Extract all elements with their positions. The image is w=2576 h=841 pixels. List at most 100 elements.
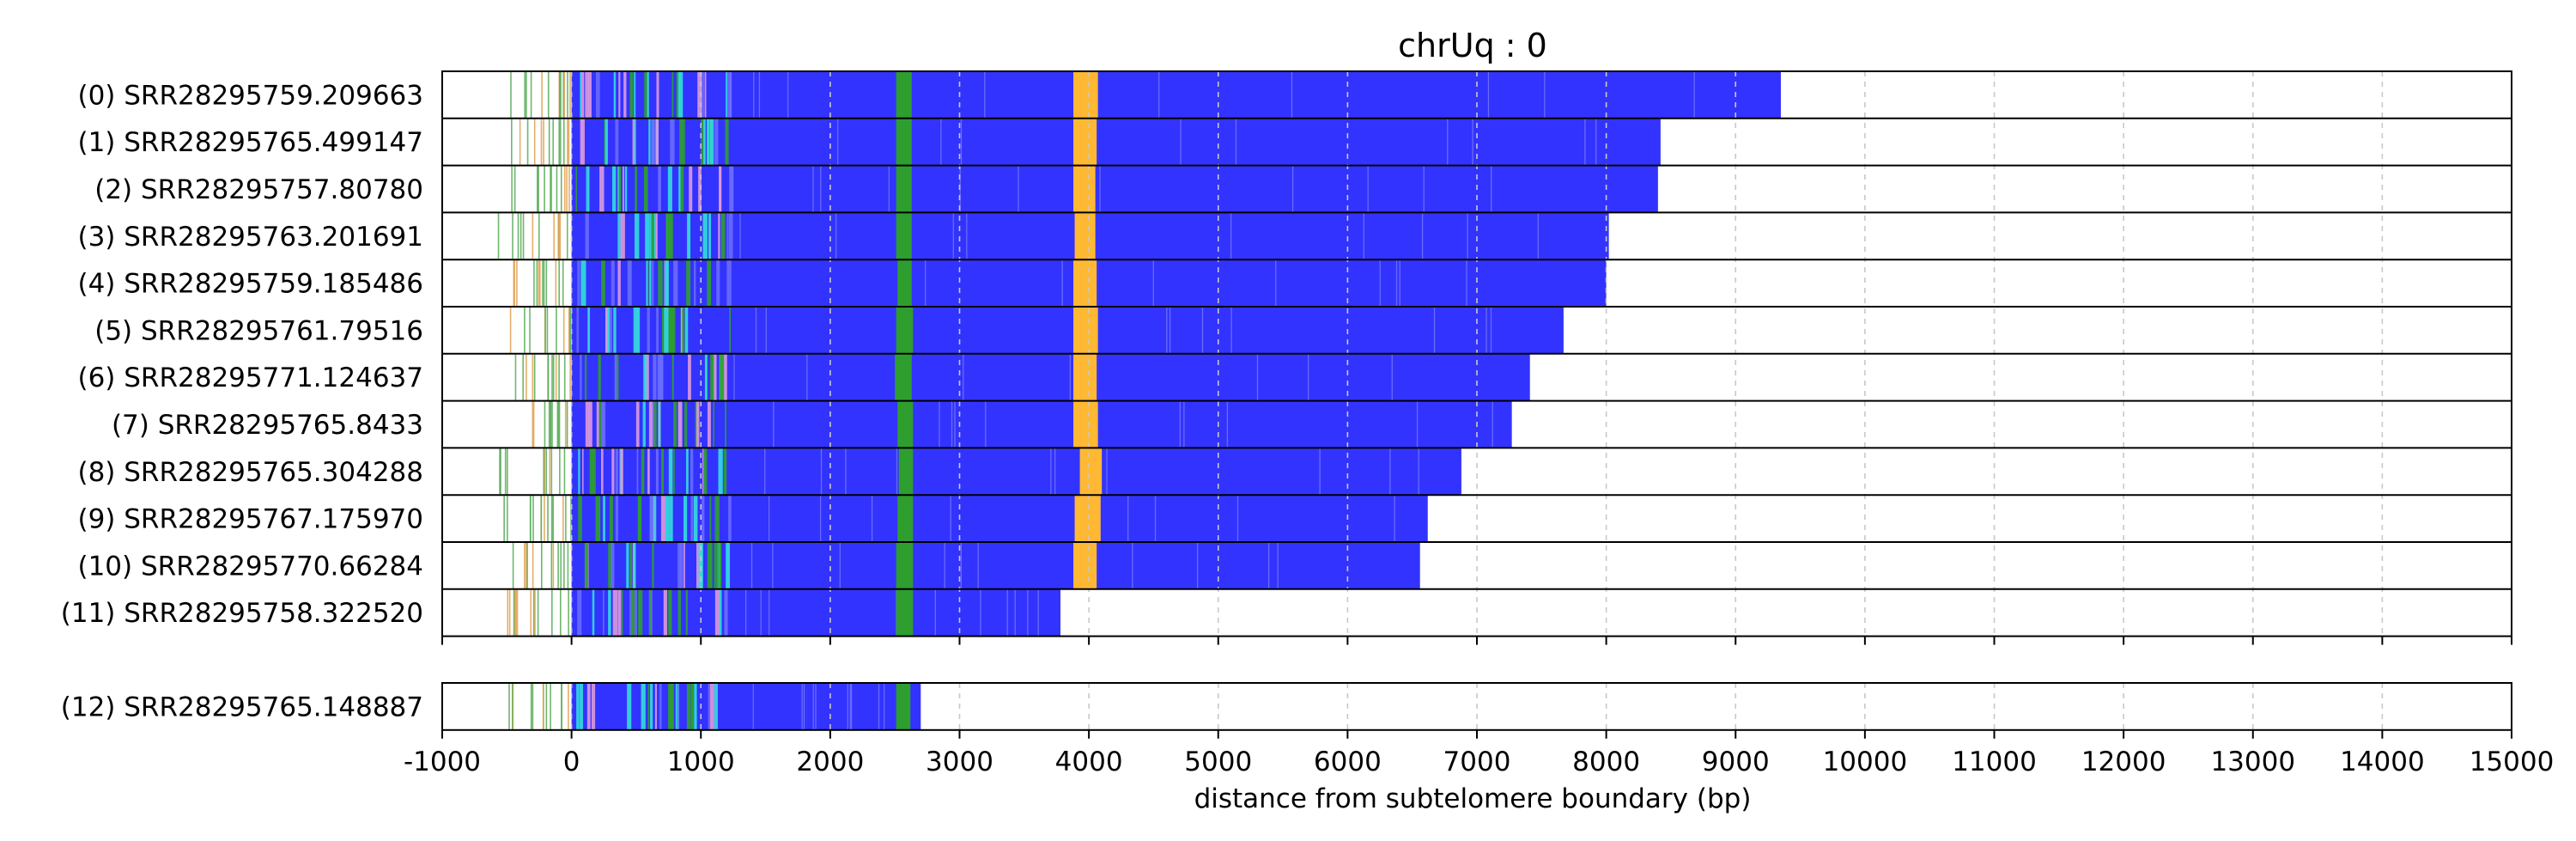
read-tick xyxy=(529,496,532,541)
read-bar xyxy=(571,71,1781,119)
orange-block xyxy=(1073,353,1097,401)
read-tick xyxy=(538,213,540,259)
read-tick xyxy=(551,401,553,448)
x-tick-label: 5000 xyxy=(1184,747,1252,777)
read-stripe xyxy=(680,307,685,354)
read-stripe xyxy=(1544,71,1546,119)
read-stripe xyxy=(673,400,677,448)
read-stripe xyxy=(1391,353,1393,401)
read-stripe xyxy=(605,307,608,354)
read-stripe xyxy=(925,259,927,307)
read-stripe xyxy=(951,400,953,448)
read-tick xyxy=(529,308,531,353)
read-stripe xyxy=(647,307,650,354)
read-stripe xyxy=(773,400,775,448)
read-stripe xyxy=(752,683,754,730)
read-stripe xyxy=(726,542,731,589)
read-stripe xyxy=(659,400,660,448)
read-stripe xyxy=(658,165,661,213)
read-stripe xyxy=(634,588,637,637)
read-stripe xyxy=(659,353,664,401)
read-stripe xyxy=(629,71,634,119)
read-stripe xyxy=(577,259,580,307)
green-block xyxy=(898,448,914,496)
read-stripe xyxy=(673,259,678,307)
read-stripe xyxy=(960,118,963,166)
read-stripe xyxy=(709,683,714,730)
read-tick xyxy=(522,354,524,400)
read-tick xyxy=(525,543,527,588)
read-stripe xyxy=(849,683,851,730)
read-stripe xyxy=(608,542,613,589)
read-stripe xyxy=(580,353,582,401)
read-stripe xyxy=(683,542,685,589)
read-stripe xyxy=(643,165,648,213)
read-stripe xyxy=(819,495,822,542)
read-stripe xyxy=(878,683,880,730)
read-tick xyxy=(560,72,562,118)
read-label: (4) SRR28295759.185486 xyxy=(77,269,423,300)
read-track xyxy=(499,448,1461,496)
read-tick xyxy=(530,684,532,729)
read-tick xyxy=(526,543,528,588)
read-tick xyxy=(562,496,564,541)
read-stripe xyxy=(716,259,720,307)
read-stripe xyxy=(820,165,822,213)
read-stripe xyxy=(1152,259,1154,307)
read-stripe xyxy=(1061,259,1063,307)
green-block xyxy=(896,165,912,213)
read-tick xyxy=(519,119,521,165)
read-tick xyxy=(560,589,562,636)
read-tick xyxy=(569,72,571,118)
read-stripe xyxy=(665,495,670,542)
read-stripe xyxy=(680,165,684,213)
read-label: (10) SRR28295770.66284 xyxy=(77,551,423,582)
read-stripe xyxy=(671,71,674,119)
read-stripe xyxy=(812,165,814,213)
read-stripe xyxy=(725,118,729,166)
read-stripe xyxy=(850,683,853,730)
read-stripe xyxy=(672,448,675,496)
read-stripe xyxy=(585,400,590,448)
read-tick xyxy=(545,260,548,306)
read-tick xyxy=(533,354,536,400)
read-stripe xyxy=(586,165,590,213)
read-stripe xyxy=(1054,448,1056,496)
read-stripe xyxy=(1379,259,1381,307)
read-stripe xyxy=(579,683,584,730)
read-stripe xyxy=(660,495,665,542)
read-stripe xyxy=(1230,307,1232,354)
read-tick xyxy=(513,166,516,212)
read-stripe xyxy=(617,588,622,637)
read-tick xyxy=(560,543,562,588)
read-stripe xyxy=(1196,542,1199,589)
read-tick xyxy=(508,589,511,636)
read-stripe xyxy=(689,165,693,213)
read-stripe xyxy=(1491,165,1492,213)
read-stripe xyxy=(608,588,611,637)
read-stripe xyxy=(655,448,659,496)
read-stripe xyxy=(934,588,936,637)
read-label: (3) SRR28295763.201691 xyxy=(77,222,423,253)
read-stripe xyxy=(679,542,683,589)
read-stripe xyxy=(701,118,705,166)
read-tick xyxy=(534,589,536,636)
read-tick xyxy=(545,684,548,729)
read-stripe xyxy=(725,400,726,448)
read-stripe xyxy=(596,400,599,448)
read-stripe xyxy=(684,400,688,448)
green-block xyxy=(897,400,914,448)
read-tick xyxy=(547,354,550,400)
read-track xyxy=(511,165,1658,213)
read-tick xyxy=(538,260,540,306)
read-stripe xyxy=(1416,400,1419,448)
read-track xyxy=(503,495,1428,542)
read-stripe xyxy=(710,353,714,401)
read-stripe xyxy=(648,118,651,166)
read-stripe xyxy=(605,118,608,166)
x-tick-label: 2000 xyxy=(796,747,864,777)
read-tick xyxy=(519,213,522,259)
read-stripe xyxy=(1267,542,1270,589)
read-tick xyxy=(559,448,561,495)
read-tick xyxy=(562,72,565,118)
